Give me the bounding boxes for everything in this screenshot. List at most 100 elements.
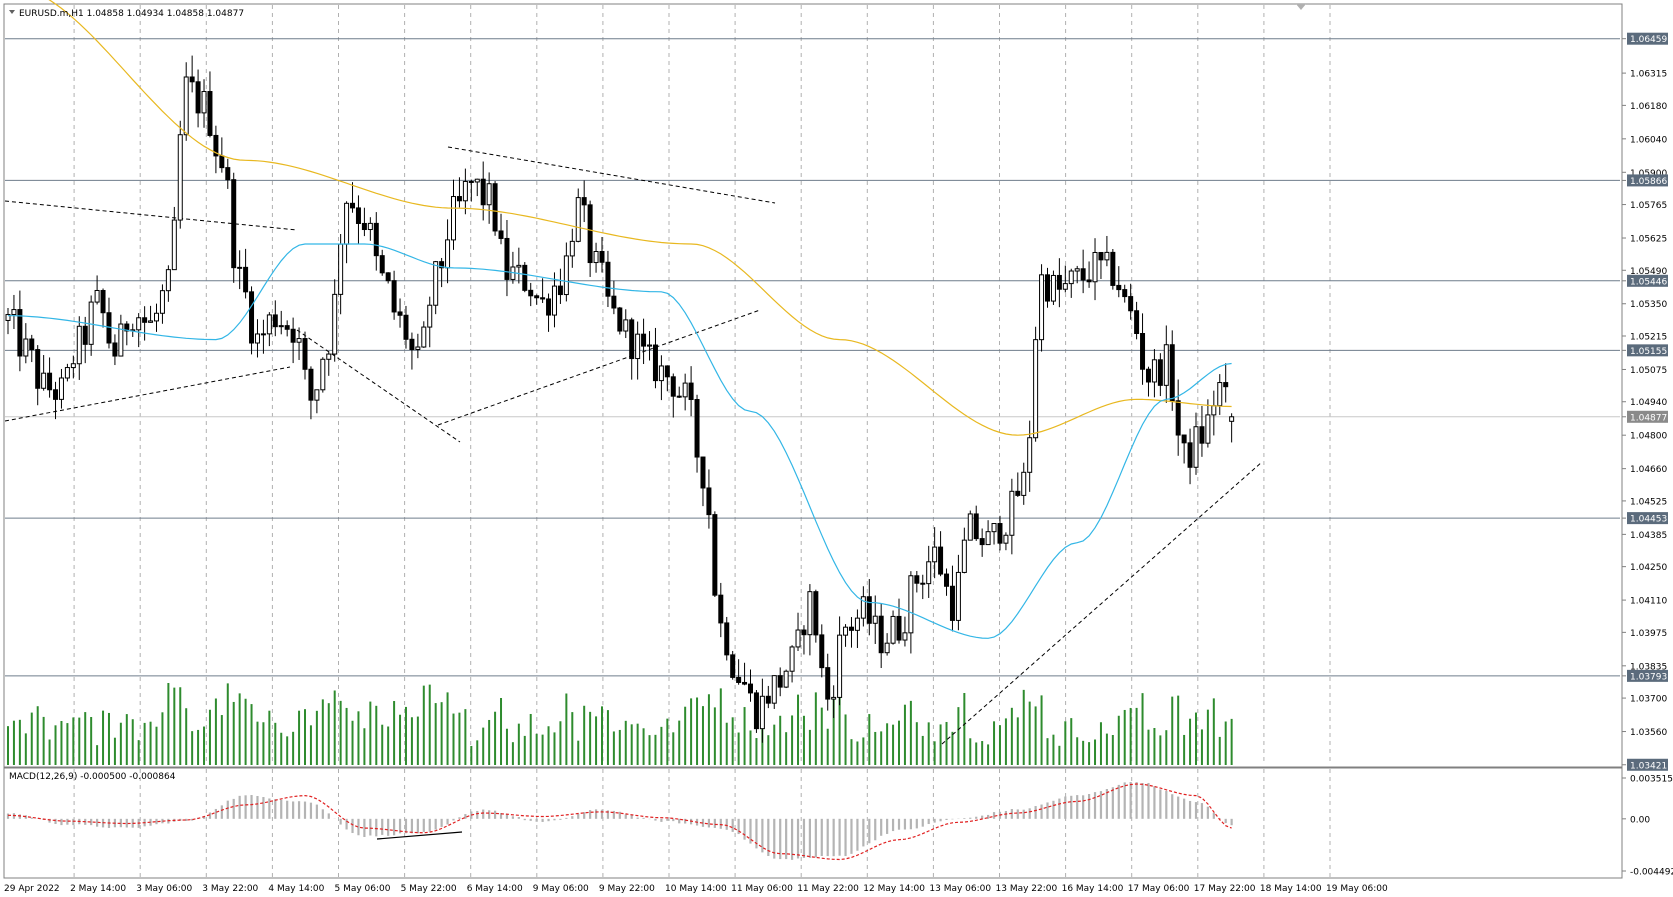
- candle-body: [1050, 274, 1056, 302]
- macd-label: MACD(12,26,9) -0.000500 -0.000864: [9, 772, 176, 782]
- candle-body: [1217, 382, 1223, 407]
- price-tick-label: 1.05215: [1630, 333, 1667, 343]
- price-tick-label: 1.04250: [1630, 563, 1667, 573]
- candle-body: [801, 629, 807, 636]
- candle-body: [391, 280, 397, 313]
- moving-average-line: [48, 0, 1232, 436]
- trend-line-rising-support[interactable]: [941, 461, 1263, 745]
- candle-body: [207, 91, 213, 136]
- candle-body: [724, 622, 730, 656]
- chart-shift-marker-icon[interactable]: [1296, 4, 1306, 10]
- trend-lines[interactable]: [4, 146, 1263, 840]
- candle-body: [783, 670, 789, 688]
- candle-body: [878, 615, 884, 654]
- candle-body: [47, 372, 53, 391]
- candle-body: [706, 487, 712, 516]
- time-label: 13 May 06:00: [929, 884, 991, 894]
- candle-body: [914, 575, 920, 584]
- candle-body: [17, 309, 23, 357]
- candle-body: [1015, 490, 1021, 496]
- horizontal-levels[interactable]: [5, 38, 1620, 677]
- candle-body: [854, 617, 860, 631]
- trend-line-wedge-lower[interactable]: [4, 366, 291, 422]
- price-tick-label: 1.04660: [1630, 465, 1667, 475]
- candle-body: [177, 134, 183, 221]
- price-tick-label: 1.06180: [1630, 102, 1667, 112]
- candle-body: [1033, 339, 1039, 439]
- candle-body: [225, 167, 231, 181]
- candle-body: [771, 675, 777, 704]
- candle-body: [1181, 434, 1187, 444]
- candle-body: [759, 695, 765, 730]
- volume-bars: [7, 683, 1233, 765]
- candle-body: [676, 395, 682, 398]
- candle-body: [403, 314, 409, 340]
- candle-body: [367, 222, 373, 231]
- candle-body: [623, 319, 629, 332]
- candle-body: [837, 634, 843, 698]
- trend-line-channel-upper[interactable]: [447, 146, 776, 204]
- candle-body: [219, 155, 225, 169]
- candle-body: [546, 298, 552, 316]
- candle-body: [498, 230, 504, 239]
- candle-body: [1169, 344, 1175, 402]
- candle-body: [361, 222, 367, 231]
- candle-body: [373, 222, 379, 257]
- candle-body: [516, 264, 522, 268]
- time-label: 11 May 22:00: [797, 884, 859, 894]
- candle-body: [1229, 416, 1235, 422]
- price-level-tag: [1627, 512, 1668, 525]
- candle-body: [575, 197, 581, 242]
- candle-body: [451, 196, 456, 241]
- chart-title: EURUSD.m,H1 1.04858 1.04934 1.04858 1.04…: [19, 9, 244, 19]
- time-label: 9 May 06:00: [533, 884, 589, 894]
- candle-body: [118, 323, 124, 357]
- candle-body: [569, 240, 575, 257]
- candle-body: [1199, 426, 1205, 444]
- candle-body: [540, 297, 546, 300]
- candle-body: [920, 582, 926, 585]
- price-tick-label: 1.04385: [1630, 531, 1667, 541]
- candle-body: [1128, 296, 1134, 312]
- candle-body: [949, 585, 955, 621]
- candle-body: [41, 372, 47, 389]
- candle-body: [5, 314, 11, 321]
- candle-body: [1211, 405, 1217, 416]
- price-level-tag: [1627, 344, 1668, 357]
- macd-divergence-line[interactable]: [376, 831, 463, 840]
- candle-body: [664, 365, 670, 378]
- candle-body: [563, 255, 569, 296]
- candle-body: [486, 183, 492, 206]
- price-tick-label: 1.06315: [1630, 70, 1667, 80]
- time-label: 2 May 14:00: [70, 884, 126, 894]
- price-tick-label: 1.04453: [1630, 515, 1667, 525]
- candle-body: [1187, 442, 1193, 468]
- moving-average-line: [8, 243, 1232, 639]
- symbol-dropdown-icon[interactable]: [9, 10, 15, 14]
- trend-line-channel-lower[interactable]: [437, 309, 761, 426]
- price-tick-label: 1.03975: [1630, 629, 1667, 639]
- price-tick-label: 1.05350: [1630, 300, 1667, 310]
- candle-body: [445, 239, 451, 269]
- candle-body: [1045, 274, 1050, 302]
- candle-body: [1027, 437, 1033, 473]
- time-label: 13 May 22:00: [996, 884, 1058, 894]
- trend-line-drop[interactable]: [296, 329, 461, 443]
- candle-body: [700, 456, 706, 489]
- candle-body: [82, 325, 88, 345]
- time-label: 6 May 14:00: [467, 884, 523, 894]
- price-level-tag: [1627, 32, 1668, 45]
- price-level-tag: [1627, 174, 1668, 187]
- candle-body: [670, 376, 676, 397]
- candle-body: [825, 667, 831, 700]
- candle-body: [765, 695, 771, 704]
- candlesticks[interactable]: [5, 55, 1235, 743]
- candle-body: [249, 291, 255, 344]
- candle-body: [88, 301, 94, 345]
- candle-body: [385, 272, 391, 282]
- candle-body: [278, 325, 284, 328]
- macd-pane: [3, 767, 1623, 879]
- candle-body: [884, 642, 890, 654]
- price-level-tag: [1627, 669, 1668, 682]
